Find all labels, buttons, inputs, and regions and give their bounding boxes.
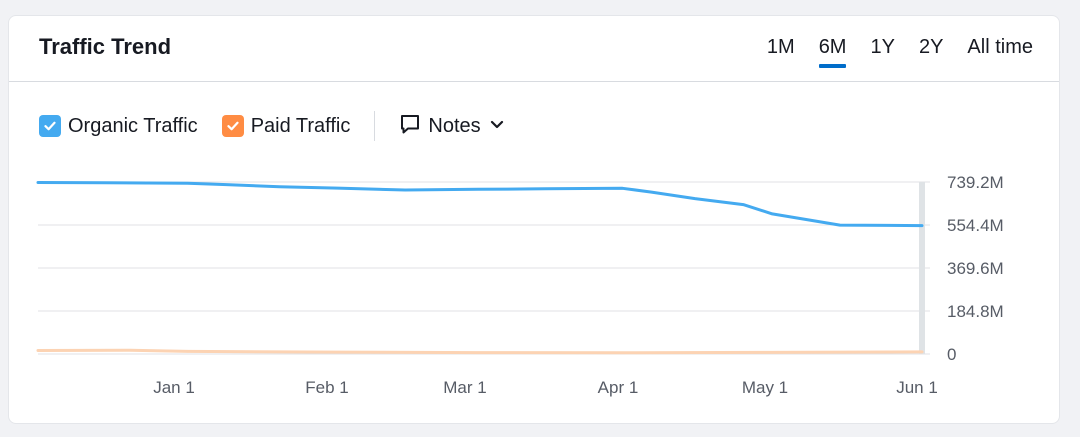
y-tick-label: 554.4M bbox=[947, 216, 1004, 235]
organic-traffic-label: Organic Traffic bbox=[68, 114, 198, 137]
notes-label: Notes bbox=[428, 114, 481, 137]
tab-2y[interactable]: 2Y bbox=[918, 36, 944, 58]
x-tick-label: Jun 1 bbox=[896, 378, 938, 397]
tab-6m[interactable]: 6M bbox=[818, 36, 847, 68]
check-icon[interactable] bbox=[221, 115, 244, 137]
chart-grid bbox=[38, 181, 930, 355]
tab-1m[interactable]: 1M bbox=[766, 36, 795, 58]
x-tick-label: May 1 bbox=[742, 378, 788, 397]
paid-traffic-toggle[interactable]: Paid Traffic bbox=[221, 114, 351, 138]
legend-divider bbox=[374, 111, 376, 141]
notes-dropdown[interactable]: Notes bbox=[399, 113, 504, 140]
organic-traffic-line bbox=[36, 181, 924, 228]
traffic-trend-card: Traffic Trend 1M 6M 1Y 2Y All time Organ… bbox=[8, 15, 1060, 424]
tab-all-time[interactable]: All time bbox=[967, 36, 1033, 58]
x-tick-label: Apr 1 bbox=[598, 378, 639, 397]
x-axis-ticks: Jan 1 Feb 1 Mar 1 Apr 1 May 1 Jun 1 bbox=[153, 378, 938, 397]
paid-traffic-line bbox=[36, 348, 924, 355]
y-tick-label: 184.8M bbox=[947, 302, 1004, 321]
x-tick-label: Mar 1 bbox=[443, 378, 486, 397]
tab-1y[interactable]: 1Y bbox=[870, 36, 895, 58]
organic-traffic-toggle[interactable]: Organic Traffic bbox=[39, 115, 198, 138]
chevron-down-icon bbox=[489, 116, 505, 137]
card-title: Traffic Trend bbox=[39, 34, 172, 59]
y-tick-label: 739.2M bbox=[947, 173, 1004, 192]
check-icon[interactable] bbox=[39, 115, 61, 137]
chart-series bbox=[36, 181, 924, 355]
y-tick-label: 0 bbox=[947, 345, 956, 364]
x-tick-label: Jan 1 bbox=[153, 378, 195, 397]
period-tabs: 1M 6M 1Y 2Y All time bbox=[766, 36, 1033, 68]
comment-icon bbox=[399, 113, 421, 140]
x-tick-label: Feb 1 bbox=[305, 378, 348, 397]
chart-legend: Organic Traffic Paid Traffic Notes bbox=[39, 111, 505, 141]
chart-hover-bar bbox=[919, 182, 925, 354]
y-tick-label: 369.6M bbox=[947, 259, 1004, 278]
y-axis-ticks: 739.2M 554.4M 369.6M 184.8M 0 bbox=[947, 173, 1004, 364]
paid-traffic-label: Paid Traffic bbox=[250, 114, 351, 137]
card-header: Traffic Trend 1M 6M 1Y 2Y All time bbox=[9, 16, 1059, 82]
